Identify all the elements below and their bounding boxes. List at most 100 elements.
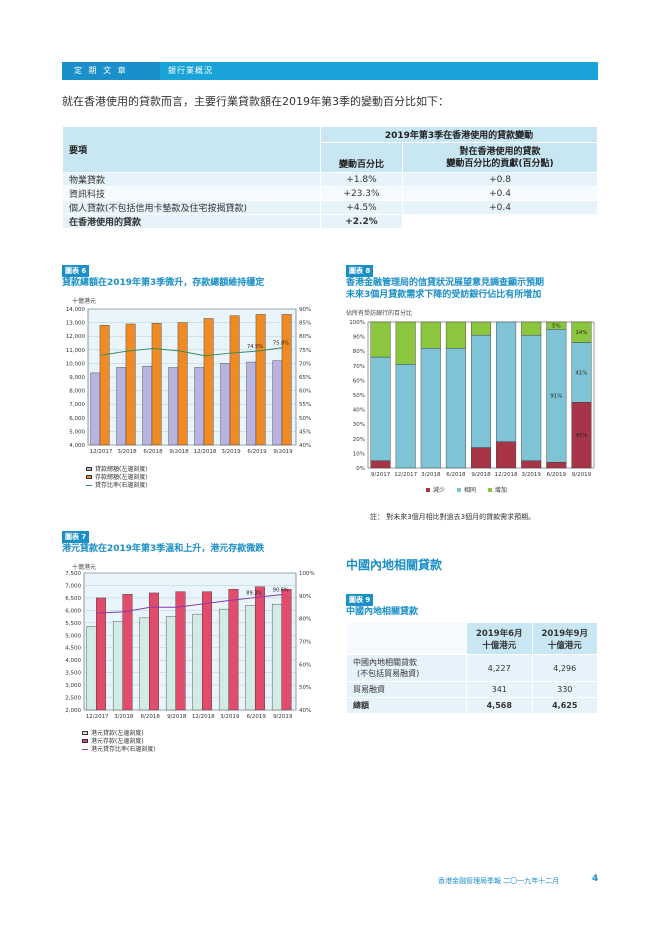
x-tick-label: 6/2018 [143, 449, 163, 455]
table-row: 貿易融資 341 330 [346, 681, 598, 698]
legend-label: 相同 [463, 487, 476, 494]
y-tick-label: 14,000 [66, 307, 86, 313]
x-tick-label: 3/2018 [421, 472, 441, 478]
y2-tick-label: 80% [299, 617, 311, 623]
legend-item: 貸存比率(右邊刻度) [86, 482, 148, 490]
y-tick-label: 7,000 [65, 583, 81, 589]
legend-label: 港元貸款(左邊刻度) [91, 730, 144, 737]
data-label: 41% [575, 370, 587, 376]
y2-tick-label: 70% [299, 640, 311, 646]
bar-loans [220, 363, 231, 446]
legend-item: 相同 [456, 487, 476, 494]
total-sep: 4,625 [531, 697, 598, 714]
fig8-header: 圖表 8 香港金融管理局的信貸狀況展望意見調查顯示預期 未來3個月貸款需求下降的… [346, 258, 544, 301]
y-tick-label: 4,500 [65, 646, 81, 652]
y2-tick-label: 70% [299, 361, 311, 367]
x-tick-label: 9/2019 [273, 449, 293, 455]
bar-deposits [255, 314, 266, 446]
row-item: 資訊科技 [62, 186, 321, 201]
y-tick-label: 7,500 [65, 571, 81, 577]
y-tick-label: 30% [353, 422, 365, 428]
data-label: 90.6% [273, 587, 289, 593]
y-tick-label: 13,000 [66, 321, 86, 327]
fig6-title: 貸款總額在2019年第3季微升，存款總額維持穩定 [62, 278, 265, 288]
legend-item: 港元貸款(左邊刻度) [82, 730, 156, 738]
row-change: +1.8% [320, 172, 403, 187]
y-tick-label: 5,000 [69, 429, 85, 435]
bar-decrease [471, 447, 491, 469]
y-tick-label: 6,000 [65, 608, 81, 614]
bar-hkd-loans [112, 621, 123, 711]
fig7-title: 港元貸款在2019年第3季溫和上升，港元存款微跌 [62, 544, 265, 554]
x-tick-label: 12/2017 [394, 472, 417, 478]
y2-tick-label: 50% [299, 416, 311, 422]
fig9-header: 圖表 9 中國內地相關貸款 [346, 587, 418, 618]
y2-tick-label: 50% [299, 685, 311, 691]
y2-tick-label: 90% [299, 307, 311, 313]
y-tick-label: 60% [353, 378, 365, 384]
bar-decrease [370, 460, 391, 469]
bar-same [395, 364, 416, 469]
bar-hkd-loans [139, 617, 150, 711]
col-sep-line2: 十億港元 [547, 640, 582, 651]
x-tick-label: 12/2018 [192, 714, 215, 720]
legend-label: 港元貸存比率(右邊刻度) [91, 746, 156, 753]
page-number: 4 [592, 874, 599, 884]
data-label: 14% [575, 330, 587, 336]
legend-swatch-ratio [82, 749, 88, 750]
col-sep: 2019年9月 十億港元 [531, 622, 598, 655]
legend-item: 港元貸存比率(右邊刻度) [82, 746, 156, 754]
col-jun-line2: 十億港元 [482, 640, 517, 651]
fig6-legend: 貸款總額(左邊刻度) 存款總額(左邊刻度) 貸存比率(右邊刻度) [86, 466, 148, 490]
section-header: 定 期 文 章 [62, 62, 160, 80]
fig8-chart: 0%10%20%30%40%50%60%70%80%90%100%9/2017 1… [349, 320, 595, 478]
bar-hkd-deposits [122, 593, 133, 711]
col-sep-line1: 2019年9月 [541, 628, 589, 639]
x-tick-label: 9/2018 [471, 472, 491, 478]
bar-same [521, 334, 542, 461]
bar-hkd-loans [245, 605, 256, 711]
y-tick-label: 7,000 [69, 402, 85, 408]
x-tick-label: 12/2018 [194, 449, 217, 455]
y-tick-label: 4,000 [65, 658, 81, 664]
legend-label: 增加 [494, 487, 507, 494]
fig8-legend: 減少 相同 增加 [426, 487, 507, 495]
x-tick-label: 9/2017 [371, 472, 391, 478]
legend-swatch-loan [86, 467, 92, 471]
data-label: 5% [552, 324, 561, 330]
y2-tick-label: 40% [299, 443, 311, 449]
row-contrib: +0.4 [402, 186, 598, 201]
bar-hkd-deposits [95, 597, 106, 711]
bar-increase [546, 321, 567, 330]
legend-label: 存款總額(左邊刻度) [95, 474, 148, 481]
row-label-line1: 中國內地相關貸款 [353, 658, 417, 667]
fig9-title: 中國內地相關貸款 [346, 607, 419, 617]
row-sep: 330 [531, 681, 598, 698]
bar-same [445, 348, 466, 469]
y-tick-label: 40% [353, 408, 365, 414]
legend-label: 貸存比率(右邊刻度) [95, 482, 148, 489]
bar-hkd-loans [218, 608, 229, 711]
bar-hkd-loans [86, 626, 97, 711]
table-total-row: 總額 4,568 4,625 [346, 697, 598, 714]
row-change: +4.5% [320, 200, 403, 215]
fig8-title-line2: 未來3個月貸款需求下降的受訪銀行佔比有所增加 [346, 290, 542, 300]
bar-deposits [203, 318, 214, 446]
bar-decrease [546, 461, 567, 469]
col-contrib: 對在香港使用的貸款 變動百分比的貢獻(百分點) [402, 142, 598, 173]
y-tick-label: 50% [353, 393, 365, 399]
x-tick-label: 6/2018 [141, 714, 161, 720]
y-tick-label: 20% [353, 437, 365, 443]
x-tick-label: 3/2019 [220, 714, 240, 720]
bar-loans [246, 361, 257, 446]
fig8-note: 註： 對未來3個月相比對過去3個月的貸款需求預期。 [370, 513, 536, 521]
table-row: 物業貸款 +1.8% +0.8 [62, 172, 598, 187]
y-tick-label: 2,000 [65, 708, 81, 714]
y2-tick-label: 55% [299, 402, 311, 408]
col-group: 2019年第3季在香港使用的貸款變動 [320, 126, 598, 143]
y-tick-label: 90% [353, 335, 365, 341]
legend-swatch-deposit [86, 475, 92, 479]
fig7-header: 圖表 7 港元貸款在2019年第3季溫和上升，港元存款微跌 [62, 524, 264, 555]
y-tick-label: 4,000 [69, 443, 85, 449]
industry-loan-table: 要項 2019年第3季在香港使用的貸款變動 變動百分比 對在香港使用的貸款 變動… [62, 126, 598, 229]
